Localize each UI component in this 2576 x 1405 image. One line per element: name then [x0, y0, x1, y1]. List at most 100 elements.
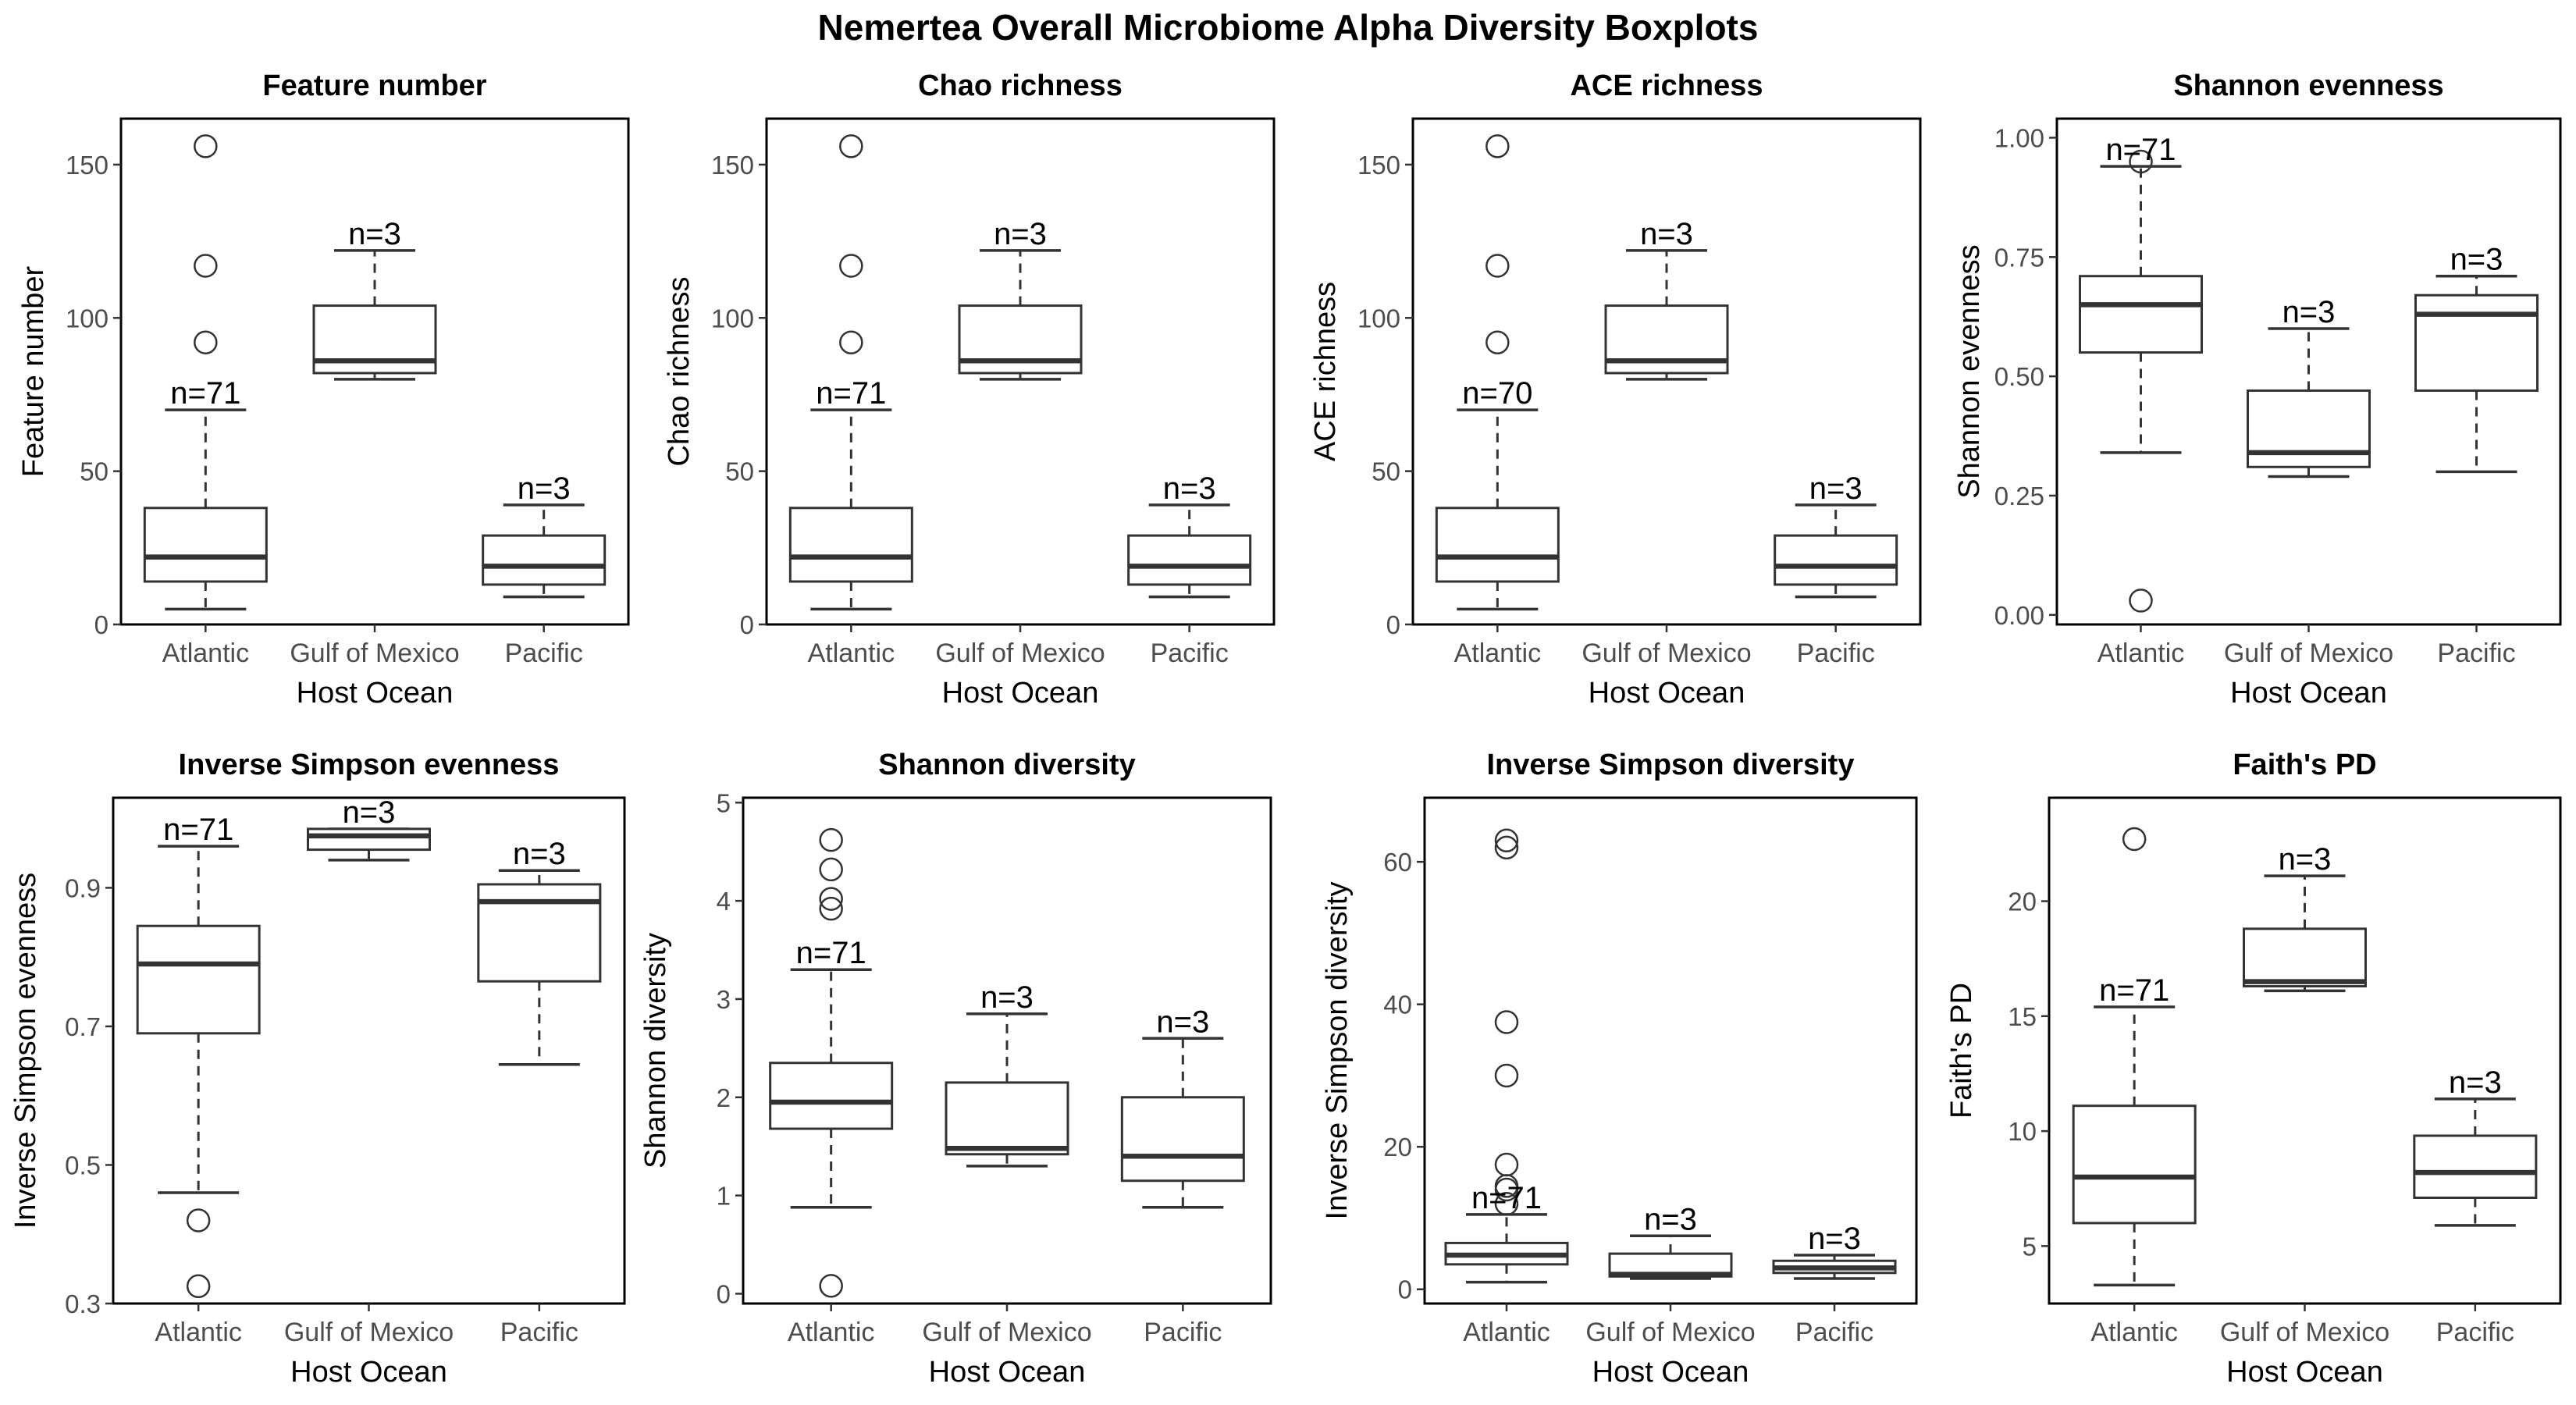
y-tick-label: 0.25	[1994, 482, 2044, 510]
outlier-point	[819, 1274, 843, 1298]
sample-size-label: n=3	[2449, 1065, 2502, 1100]
iqr-box	[136, 924, 261, 1035]
iqr-box	[2079, 275, 2203, 354]
y-axis-title: Chao richness	[663, 277, 696, 467]
x-tick-label: Gulf of Mexico	[1582, 638, 1751, 668]
x-axis-title: Host Ocean	[2226, 1356, 2383, 1389]
x-tick-label: Pacific	[1144, 1318, 1222, 1347]
x-tick-label: Atlantic	[788, 1318, 875, 1347]
y-tick-label: 0.7	[65, 1012, 101, 1041]
sample-size-label: n=3	[518, 471, 571, 506]
y-axis-title: Shannon evenness	[1953, 244, 1986, 498]
y-axis-title: Inverse Simpson diversity	[1321, 882, 1354, 1220]
outlier-point	[1494, 835, 1519, 860]
panel-title: Shannon evenness	[2173, 69, 2443, 102]
sample-size-label: n=71	[2099, 973, 2169, 1008]
y-tick-label: 1	[717, 1182, 731, 1211]
x-axis-title: Host Ocean	[942, 677, 1099, 710]
iqr-box	[2413, 1134, 2538, 1200]
x-tick-label: Gulf of Mexico	[922, 1318, 1091, 1347]
x-tick-label: Pacific	[2437, 638, 2515, 668]
x-axis-title: Host Ocean	[290, 1356, 447, 1389]
panel-title: Shannon diversity	[878, 749, 1135, 781]
outlier-point	[1485, 134, 1510, 158]
y-tick-label: 15	[2008, 1002, 2037, 1031]
outlier-point	[1494, 1152, 1519, 1177]
y-tick-label: 150	[66, 151, 109, 180]
y-tick-label: 0	[717, 1279, 731, 1308]
y-tick-label: 0	[740, 610, 754, 639]
y-tick-label: 0.50	[1994, 362, 2044, 391]
outlier-point	[194, 330, 218, 354]
y-tick-label: 10	[2008, 1117, 2037, 1146]
y-axis-title: Feature number	[17, 265, 50, 477]
outlier-point	[819, 827, 843, 852]
sample-size-label: n=71	[1471, 1181, 1542, 1215]
outlier-point	[839, 134, 863, 158]
iqr-box	[1774, 534, 1898, 586]
iqr-box	[143, 507, 268, 583]
sample-size-label: n=3	[2279, 842, 2332, 877]
y-tick-label: 4	[717, 887, 731, 916]
sample-size-label: n=3	[1808, 1222, 1861, 1256]
sample-size-label: n=71	[796, 936, 866, 970]
y-axis-title: Faith's PD	[1945, 983, 1978, 1119]
x-tick-label: Atlantic	[162, 638, 250, 668]
y-axis-title: Shannon diversity	[639, 933, 672, 1168]
figure-title: Nemertea Overall Microbiome Alpha Divers…	[817, 7, 1759, 48]
outlier-point	[1485, 330, 1510, 354]
panel-title: Inverse Simpson diversity	[1487, 749, 1855, 781]
x-tick-label: Atlantic	[1463, 1318, 1550, 1347]
y-tick-label: 0.3	[65, 1289, 101, 1318]
y-tick-label: 100	[711, 304, 754, 333]
sample-size-label: n=71	[2105, 133, 2176, 167]
outlier-point	[1494, 1191, 1519, 1216]
y-tick-label: 0.00	[1994, 601, 2044, 630]
y-tick-label: 3	[717, 985, 731, 1014]
sample-size-label: n=3	[1156, 1005, 1209, 1039]
sample-size-label: n=3	[1809, 471, 1863, 506]
x-tick-label: Atlantic	[2090, 1318, 2178, 1347]
iqr-box	[1120, 1096, 1245, 1183]
y-tick-label: 0.9	[65, 873, 101, 902]
outlier-point	[839, 254, 863, 278]
y-tick-label: 0.75	[1994, 243, 2044, 272]
outlier-point	[186, 1274, 211, 1299]
x-tick-label: Pacific	[1151, 638, 1229, 668]
y-tick-label: 0	[94, 610, 109, 639]
x-tick-label: Atlantic	[808, 638, 895, 668]
sample-size-label: n=3	[994, 217, 1047, 251]
x-tick-label: Pacific	[500, 1318, 578, 1347]
iqr-box	[788, 507, 913, 583]
outlier-point	[2129, 589, 2153, 613]
y-tick-label: 100	[66, 304, 109, 333]
x-axis-title: Host Ocean	[1592, 1356, 1749, 1389]
y-axis-title: Inverse Simpson evenness	[9, 873, 42, 1229]
iqr-box	[945, 1081, 1069, 1156]
iqr-box	[307, 827, 431, 852]
iqr-box	[1435, 507, 1560, 583]
sample-size-label: n=71	[163, 813, 233, 847]
x-axis-title: Host Ocean	[1589, 677, 1745, 710]
y-axis-title: ACE richness	[1309, 282, 1342, 461]
panel-title: Inverse Simpson evenness	[179, 749, 560, 781]
y-tick-label: 5	[2023, 1232, 2037, 1261]
x-tick-label: Pacific	[1795, 1318, 1873, 1347]
sample-size-label: n=3	[343, 795, 396, 830]
outlier-point	[194, 134, 218, 158]
y-tick-label: 50	[80, 457, 109, 486]
y-tick-label: 5	[717, 788, 731, 817]
outlier-point	[1485, 254, 1510, 278]
sample-size-label: n=71	[816, 376, 886, 411]
iqr-box	[2243, 927, 2367, 988]
outlier-point	[2122, 827, 2147, 852]
iqr-box	[477, 883, 602, 983]
x-tick-label: Gulf of Mexico	[284, 1318, 454, 1347]
x-axis-title: Host Ocean	[297, 677, 454, 710]
y-tick-label: 20	[1383, 1133, 1412, 1161]
plot-frame	[742, 796, 1272, 1305]
iqr-box	[2247, 389, 2371, 468]
y-tick-label: 150	[711, 151, 754, 180]
y-tick-label: 100	[1357, 304, 1400, 333]
outlier-point	[186, 1208, 211, 1232]
